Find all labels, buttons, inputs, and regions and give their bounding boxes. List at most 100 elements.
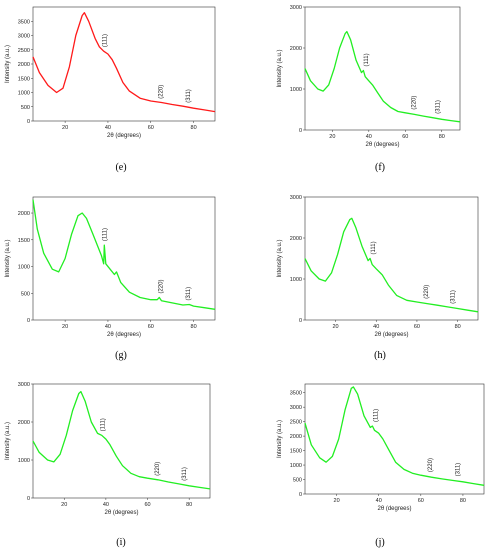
x-tick-label: 60	[414, 324, 420, 330]
x-tick-label: 80	[191, 125, 197, 131]
x-tick-label: 40	[105, 125, 111, 131]
panel-label: (h)	[374, 350, 386, 361]
peak-label: (111)	[103, 34, 109, 47]
x-tick-label: 40	[105, 324, 111, 330]
x-tick-label: 40	[376, 498, 382, 504]
x-tick-label: 20	[329, 134, 335, 140]
peak-label: (311)	[186, 287, 192, 301]
y-tick-label: 3500	[18, 19, 30, 25]
y-tick-label: 0	[299, 492, 302, 498]
y-tick-label: 1500	[18, 76, 30, 82]
series-line	[32, 12, 216, 113]
x-axis-title: 2θ (degrees)	[374, 332, 408, 338]
x-tick-label: 60	[148, 125, 154, 131]
y-tick-label: 2500	[290, 420, 302, 426]
x-tick-label: 60	[402, 134, 408, 140]
y-tick-label: 2000	[18, 211, 30, 217]
y-tick-label: 1000	[290, 463, 302, 469]
y-tick-label: 1000	[18, 458, 30, 464]
plot-frame	[32, 6, 216, 122]
y-tick-label: 1500	[18, 238, 30, 244]
plot-frame	[32, 196, 216, 321]
peak-label: (311)	[456, 463, 462, 477]
y-tick-label: 3000	[18, 34, 30, 40]
series-line	[304, 386, 485, 486]
y-tick-label: 3500	[290, 391, 302, 397]
y-tick-label: 2000	[290, 46, 302, 52]
panel-label: (e)	[115, 162, 126, 173]
x-tick-label: 20	[61, 502, 67, 508]
x-tick-label: 20	[62, 125, 68, 131]
y-tick-label: 0	[299, 318, 302, 324]
x-tick-label: 60	[148, 324, 154, 330]
y-tick-label: 0	[299, 128, 302, 134]
x-tick-label: 40	[103, 502, 109, 508]
y-axis-title: Intensity (a.u.)	[277, 420, 283, 458]
y-tick-label: 2000	[18, 62, 30, 68]
series-line	[304, 217, 479, 313]
chart-panel-2: 20 40 60 80 0 1000 2000 3000 2θ (degrees) Intensi…	[277, 5, 461, 173]
y-tick-label: 0	[27, 496, 30, 502]
x-tick-label: 40	[373, 324, 379, 330]
y-tick-label: 2000	[290, 236, 302, 242]
y-tick-label: 3000	[290, 195, 302, 201]
x-tick-label: 20	[332, 324, 338, 330]
chart-panel-4: 20 40 60 80 0 1000 2000 3000 2θ (degrees) Intensi…	[277, 195, 479, 361]
y-axis-title: Intensity (a.u.)	[5, 45, 11, 83]
peak-label: (311)	[182, 467, 188, 481]
x-tick-label: 80	[455, 324, 461, 330]
y-tick-label: 1000	[18, 265, 30, 271]
peak-label: (220)	[158, 280, 164, 294]
y-tick-label: 500	[293, 478, 302, 484]
y-tick-label: 1000	[290, 277, 302, 283]
chart-panel-3: 20 40 60 80 0 500 1000 1500 2000 2θ (degrees) Inte…	[5, 196, 216, 361]
peak-label: (111)	[103, 228, 109, 241]
peak-label: (111)	[373, 409, 379, 422]
y-axis-title: Intensity (a.u.)	[277, 49, 283, 87]
x-tick-label: 20	[62, 324, 68, 330]
y-tick-label: 2500	[18, 48, 30, 54]
peak-label: (220)	[424, 285, 430, 299]
x-axis-title: 2θ (degrees)	[107, 332, 141, 338]
series-line	[32, 199, 216, 310]
y-tick-label: 500	[21, 291, 30, 297]
peak-label: (220)	[412, 96, 418, 110]
x-axis-title: 2θ (degrees)	[377, 506, 411, 512]
y-tick-label: 0	[27, 119, 30, 125]
x-tick-label: 80	[460, 498, 466, 504]
x-tick-label: 80	[439, 134, 445, 140]
x-axis-title: 2θ (degrees)	[365, 142, 399, 148]
peak-label: (111)	[371, 241, 377, 254]
x-tick-label: 40	[366, 134, 372, 140]
chart-panel-6: 20 40 60 80 0 500 1000 1500 2000 2500 3000 3500 2θ (…	[277, 383, 485, 548]
y-tick-label: 3000	[18, 382, 30, 388]
panel-label: (j)	[375, 537, 384, 548]
series-line	[304, 30, 461, 123]
x-tick-label: 80	[191, 324, 197, 330]
x-tick-label: 60	[418, 498, 424, 504]
peak-label: (311)	[186, 89, 192, 103]
peak-label: (220)	[155, 462, 161, 476]
y-tick-label: 3000	[290, 5, 302, 11]
y-tick-label: 1000	[18, 91, 30, 97]
peak-label: (111)	[364, 53, 370, 66]
peak-label: (311)	[435, 100, 441, 114]
peak-label: (311)	[451, 290, 457, 304]
y-axis-title: Intensity (a.u.)	[5, 239, 11, 277]
y-tick-label: 2000	[290, 434, 302, 440]
peak-label: (220)	[428, 458, 434, 472]
panel-label: (g)	[115, 350, 127, 361]
plot-frame	[304, 383, 485, 495]
y-tick-label: 1500	[290, 449, 302, 455]
panel-label: (i)	[116, 537, 125, 548]
y-tick-label: 500	[21, 105, 30, 111]
y-axis-title: Intensity (a.u.)	[5, 422, 11, 460]
series-line	[32, 390, 211, 490]
peak-label: (111)	[101, 418, 107, 431]
y-tick-label: 1000	[290, 87, 302, 93]
y-tick-label: 3000	[290, 405, 302, 411]
panel-label: (f)	[375, 162, 385, 173]
x-tick-label: 60	[144, 502, 150, 508]
x-tick-label: 20	[334, 498, 340, 504]
